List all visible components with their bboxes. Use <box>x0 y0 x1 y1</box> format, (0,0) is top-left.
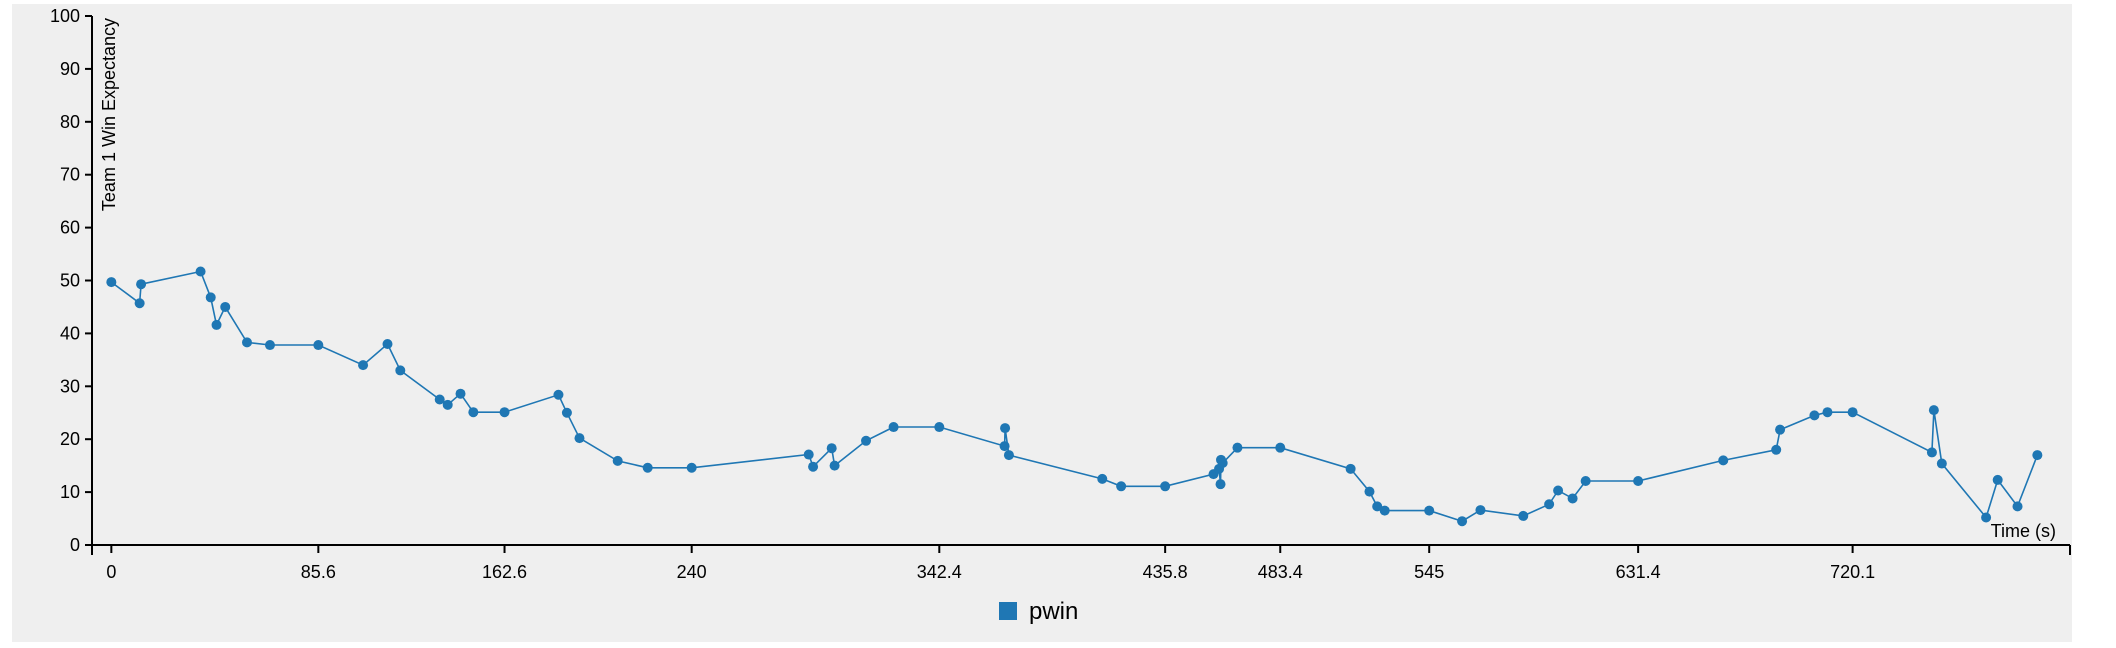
x-tick-label: 240 <box>677 562 707 582</box>
data-point <box>1926 447 1937 458</box>
x-tick-label: 720.1 <box>1830 562 1875 582</box>
data-point <box>1097 473 1108 484</box>
data-point <box>1424 505 1435 516</box>
y-tick-label: 70 <box>60 165 80 185</box>
data-point <box>999 441 1010 452</box>
y-tick-label: 50 <box>60 271 80 291</box>
data-point <box>1372 501 1383 512</box>
data-point <box>686 462 697 473</box>
data-point <box>561 407 572 418</box>
data-point <box>134 298 145 309</box>
y-tick-label: 100 <box>50 6 80 26</box>
data-point <box>1364 486 1375 497</box>
data-point <box>434 394 445 405</box>
data-point <box>264 340 275 351</box>
data-point <box>1847 407 1858 418</box>
data-point <box>1809 410 1820 421</box>
series-pwin <box>106 266 2043 527</box>
data-point <box>1116 481 1127 492</box>
data-point <box>642 462 653 473</box>
data-point <box>574 433 585 444</box>
data-point <box>1544 499 1555 510</box>
data-point <box>211 319 222 330</box>
data-point <box>1633 475 1644 486</box>
x-tick-label: 162.6 <box>482 562 527 582</box>
data-point <box>1379 505 1390 516</box>
x-tick-label: 0 <box>106 562 116 582</box>
data-point <box>1822 407 1833 418</box>
y-axis-title: Team 1 Win Expectancy <box>99 18 119 211</box>
data-point <box>1275 442 1286 453</box>
data-point <box>1992 474 2003 485</box>
data-point <box>1217 458 1228 469</box>
data-point <box>195 266 206 277</box>
y-tick-label: 80 <box>60 112 80 132</box>
data-point <box>106 277 117 288</box>
data-point <box>241 337 252 348</box>
data-point <box>1553 485 1564 496</box>
data-point <box>1003 450 1014 461</box>
y-tick-label: 60 <box>60 218 80 238</box>
x-tick-label: 545 <box>1414 562 1444 582</box>
data-point <box>861 435 872 446</box>
legend-label-pwin: pwin <box>1029 598 1078 625</box>
y-tick-label: 0 <box>70 535 80 555</box>
data-point <box>1775 424 1786 435</box>
data-point <box>2032 450 2043 461</box>
data-point <box>220 301 231 312</box>
data-point <box>358 360 369 371</box>
x-axis-title: Time (s) <box>1991 521 2056 541</box>
y-tick-label: 40 <box>60 323 80 343</box>
data-point <box>1928 405 1939 416</box>
data-point <box>612 455 623 466</box>
x-tick-label: 435.8 <box>1143 562 1188 582</box>
data-point <box>1457 516 1468 527</box>
data-point <box>826 443 837 454</box>
x-tick-label: 631.4 <box>1616 562 1661 582</box>
win-expectancy-chart: 0 10 20 30 40 50 60 70 80 90 100 0 85.6 162.6 240 342.4… <box>50 6 2071 625</box>
axes: 0 10 20 30 40 50 60 70 80 90 100 0 85.6 162.6 240 342.4… <box>50 6 2071 582</box>
x-tick-label: 483.4 <box>1258 562 1303 582</box>
x-tick-label: 342.4 <box>917 562 962 582</box>
data-point <box>829 460 840 471</box>
x-tick-label: 85.6 <box>301 562 336 582</box>
data-point <box>395 365 406 376</box>
series-line-pwin <box>110 270 2039 523</box>
data-point <box>499 407 510 418</box>
data-point <box>468 407 479 418</box>
data-point <box>136 279 147 290</box>
data-point <box>1718 455 1729 466</box>
chart-container: 0 10 20 30 40 50 60 70 80 90 100 0 85.6 162.6 240 342.4… <box>12 4 2072 642</box>
y-tick-label: 20 <box>60 429 80 449</box>
data-point <box>934 422 945 433</box>
data-point <box>1215 479 1226 490</box>
data-point <box>1000 423 1011 434</box>
data-point <box>1345 463 1356 474</box>
legend-swatch-pwin <box>999 602 1017 620</box>
data-point <box>888 422 899 433</box>
data-point <box>1232 442 1243 453</box>
data-point <box>1580 475 1591 486</box>
y-tick-label: 10 <box>60 482 80 502</box>
data-point <box>205 292 216 303</box>
data-point <box>1475 505 1486 516</box>
legend: pwin <box>999 598 1078 625</box>
data-point <box>1518 510 1529 521</box>
data-point <box>553 389 564 400</box>
y-tick-label: 90 <box>60 59 80 79</box>
data-point <box>1771 444 1782 455</box>
data-point <box>808 461 819 472</box>
data-point <box>1567 493 1578 504</box>
data-point <box>803 449 814 460</box>
y-tick-label: 30 <box>60 376 80 396</box>
data-point <box>382 338 393 349</box>
data-point <box>455 388 466 399</box>
data-point <box>1936 458 1947 469</box>
data-point <box>442 399 453 410</box>
data-point <box>1981 512 1992 523</box>
data-point <box>313 340 324 351</box>
data-point <box>1160 481 1171 492</box>
data-point <box>2012 501 2023 512</box>
